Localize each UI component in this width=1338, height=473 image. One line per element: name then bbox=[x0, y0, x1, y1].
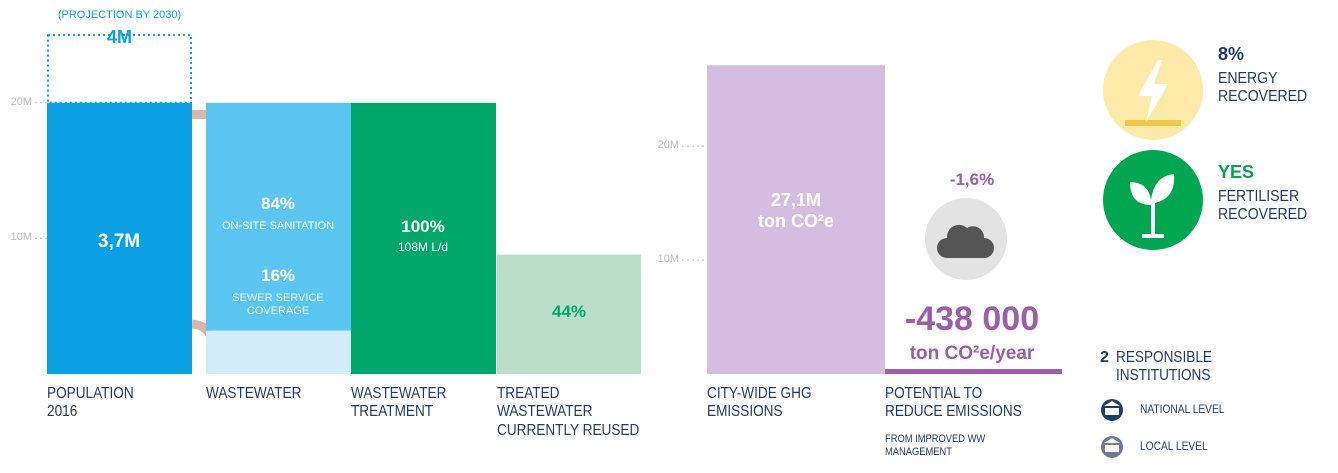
bar bbox=[885, 369, 1062, 374]
bar bbox=[351, 103, 496, 374]
chart-canvas bbox=[0, 0, 1338, 473]
projection-note: (PROJECTION BY 2030) bbox=[58, 9, 181, 22]
bar-annotation: SEWER SERVICE COVERAGE bbox=[232, 292, 324, 317]
bar-annotation: 3,7M bbox=[98, 231, 140, 253]
y-tick-label: 20M bbox=[11, 96, 32, 109]
institutions-count: 2 bbox=[1100, 349, 1109, 367]
bar-annotation: 27,1M ton CO²e bbox=[758, 190, 834, 231]
category-sublabel: FROM IMPROVED WW MANAGEMENT bbox=[885, 433, 985, 458]
energy-icon bbox=[1103, 40, 1203, 140]
category-label: POPULATION 2016 bbox=[47, 385, 134, 422]
bar-annotation: -1,6% bbox=[950, 170, 994, 190]
institution-icons bbox=[1101, 399, 1123, 458]
recovery-value: YES bbox=[1218, 162, 1254, 183]
bar-annotation: 108M L/d bbox=[398, 241, 448, 255]
bar-annotation: 44% bbox=[552, 302, 586, 322]
y-tick-label: 10M bbox=[11, 231, 32, 244]
bar-annotation: ON-SITE SANITATION bbox=[222, 220, 334, 233]
bar-annotation: -438 000 bbox=[905, 300, 1039, 339]
infographic: 10M 20M (PROJECTION BY 2030) 4M POPULATION 2… bbox=[0, 0, 1338, 473]
recovery-value: 8% bbox=[1218, 44, 1244, 65]
y-tick-label: 20M bbox=[658, 139, 679, 152]
bar bbox=[206, 331, 351, 374]
category-label: TREATED WASTEWATER CURRENTLY REUSED bbox=[497, 385, 639, 440]
category-label: WASTEWATER TREATMENT bbox=[351, 385, 446, 422]
y-tick-label: 10M bbox=[658, 253, 679, 266]
institution-level: NATIONAL LEVEL bbox=[1140, 403, 1224, 417]
bar-annotation: ton CO²e/year bbox=[910, 343, 1035, 365]
bar-annotation: 100% bbox=[401, 217, 444, 237]
category-label: CITY-WIDE GHG EMISSIONS bbox=[707, 385, 812, 422]
institution-level: LOCAL LEVEL bbox=[1140, 440, 1208, 454]
cloud-icon bbox=[925, 198, 1007, 280]
institutions-title: RESPONSIBLE INSTITUTIONS bbox=[1116, 349, 1305, 386]
category-label: POTENTIAL TO REDUCE EMISSIONS bbox=[885, 385, 1022, 422]
bar-annotation: 16% bbox=[261, 266, 295, 286]
bar-annotation: 84% bbox=[261, 194, 295, 214]
recovery-label: ENERGY RECOVERED bbox=[1218, 70, 1307, 107]
plant-icon bbox=[1103, 150, 1203, 250]
category-label: WASTEWATER bbox=[206, 385, 301, 403]
projection-label: 4M bbox=[107, 27, 132, 48]
recovery-label: FERTILISER RECOVERED bbox=[1218, 188, 1307, 225]
